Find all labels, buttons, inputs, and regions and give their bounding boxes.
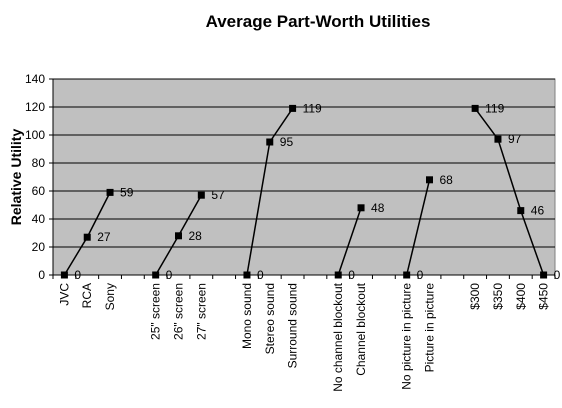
data-point-marker — [83, 233, 91, 241]
data-point-marker — [494, 135, 502, 143]
series-markers — [60, 104, 548, 279]
data-point-marker — [334, 271, 342, 279]
data-point-marker — [266, 138, 274, 146]
y-tick-label: 140 — [25, 72, 45, 86]
y-tick-label: 120 — [25, 100, 45, 114]
data-label: 59 — [120, 185, 134, 199]
y-tick-label: 0 — [38, 268, 45, 282]
data-point-marker — [357, 204, 365, 212]
x-tick-label: Sony — [103, 283, 117, 310]
x-tick-label: No picture in picture — [400, 283, 414, 390]
data-label: 97 — [508, 132, 522, 146]
x-tick-labels: JVC RCA Sony 25" screen 26" screen 27" screen… — [57, 282, 550, 391]
gridlines — [49, 78, 555, 276]
x-tick-label: 26" screen — [172, 283, 186, 340]
x-tick-label: No channel blockout — [331, 282, 345, 391]
x-tick-label: 27" screen — [194, 283, 208, 340]
plot-area — [52, 78, 556, 276]
data-point-marker — [60, 271, 68, 279]
data-label: 0 — [257, 268, 264, 282]
x-tick-label: Mono sound — [240, 283, 254, 349]
data-label: 46 — [531, 204, 545, 218]
data-point-marker — [403, 271, 411, 279]
x-tick-label: $350 — [491, 283, 505, 310]
x-tick-label: JVC — [57, 283, 71, 306]
data-label: 68 — [440, 173, 454, 187]
x-tick-label: $400 — [514, 283, 528, 310]
chart-title: Average Part-Worth Utilities — [206, 12, 431, 31]
data-label: 0 — [554, 268, 561, 282]
data-point-marker — [243, 271, 251, 279]
data-label: 57 — [211, 188, 225, 202]
series-line-segment — [474, 107, 545, 276]
x-tick-label: Stereo sound — [263, 283, 277, 354]
axes — [52, 79, 556, 279]
y-tick-label: 80 — [32, 156, 46, 170]
series-line-segment — [337, 207, 362, 276]
data-label: 95 — [280, 135, 294, 149]
data-point-marker — [540, 271, 548, 279]
data-label: 0 — [417, 268, 424, 282]
x-tick-label: Surround sound — [286, 283, 300, 368]
data-point-marker — [471, 104, 479, 112]
data-label: 27 — [97, 230, 111, 244]
data-label: 0 — [348, 268, 355, 282]
y-tick-label: 100 — [25, 128, 45, 142]
series-line-segment — [405, 179, 431, 276]
data-label: 0 — [166, 268, 173, 282]
y-tick-labels: 0 20 40 60 80 100 120 140 — [25, 72, 45, 282]
x-tick-label: RCA — [80, 283, 94, 308]
data-label: 119 — [485, 101, 504, 115]
y-tick-label: 40 — [32, 212, 46, 226]
data-point-marker — [197, 191, 205, 199]
data-point-marker — [426, 176, 433, 184]
x-tick-label: $450 — [537, 283, 551, 310]
data-point-marker — [175, 232, 182, 240]
data-label: 28 — [189, 229, 203, 243]
y-tick-label: 20 — [32, 240, 46, 254]
x-tick-label: $300 — [468, 283, 482, 310]
data-labels: 0 27 59 0 28 57 0 95 119 0 48 0 68 119 97 46 0 — [74, 101, 560, 282]
data-point-marker — [106, 188, 114, 196]
data-point-marker — [289, 104, 297, 112]
x-tick-label: Channel blockout — [354, 282, 368, 375]
y-tick-label: 60 — [32, 184, 46, 198]
y-axis-label: Relative Utility — [8, 129, 24, 226]
data-label: 119 — [303, 101, 322, 115]
data-label: 0 — [74, 268, 81, 282]
data-label: 48 — [371, 201, 385, 215]
x-tick-label: 25" screen — [149, 283, 163, 340]
data-point-marker — [517, 207, 525, 215]
x-tick-label: Picture in picture — [423, 283, 437, 373]
data-point-marker — [152, 271, 160, 279]
